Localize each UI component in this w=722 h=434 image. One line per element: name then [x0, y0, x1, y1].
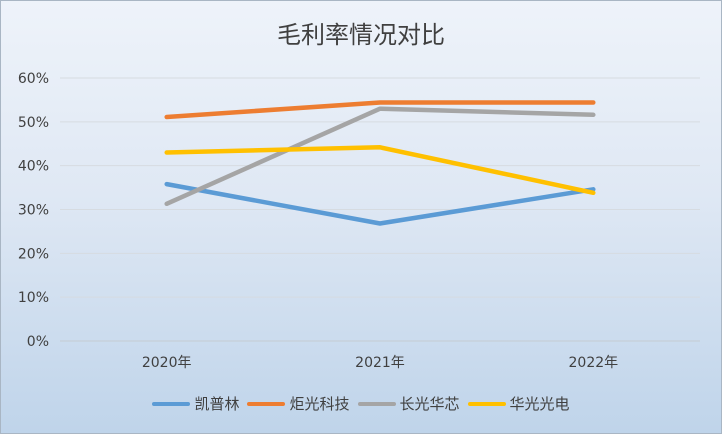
y-tick-label: 0%	[27, 334, 49, 350]
legend-item: 长光华芯	[357, 393, 460, 414]
series-line	[164, 106, 596, 207]
x-tick-label: 2021年	[355, 355, 405, 371]
legend-label: 华光光电	[509, 395, 570, 413]
legend-swatch	[467, 401, 506, 406]
chart-title: 毛利率情况对比	[277, 21, 445, 49]
legend-label: 凯普林	[194, 395, 240, 413]
x-tick-label: 2022年	[569, 355, 619, 371]
legend-label: 长光华芯	[399, 395, 460, 413]
legend-label: 炬光科技	[289, 395, 350, 413]
x-tick-label: 2020年	[142, 355, 192, 371]
y-tick-label: 20%	[18, 246, 49, 262]
y-tick-label: 60%	[18, 71, 49, 87]
y-tick-label: 50%	[18, 115, 49, 131]
legend: 凯普林 炬光科技 长光华芯 华光光电	[1, 393, 721, 414]
y-tick-label: 30%	[18, 203, 49, 219]
legend-swatch	[357, 401, 396, 406]
legend-item: 炬光科技	[247, 393, 350, 414]
legend-item: 凯普林	[152, 393, 239, 414]
legend-swatch	[247, 401, 286, 406]
legend-swatch	[152, 401, 191, 406]
legend-item: 华光光电	[467, 393, 570, 414]
series-line	[164, 181, 596, 226]
series-line	[164, 100, 596, 120]
y-tick-label: 10%	[18, 290, 49, 306]
y-tick-label: 40%	[18, 159, 49, 175]
series-line	[164, 145, 596, 196]
